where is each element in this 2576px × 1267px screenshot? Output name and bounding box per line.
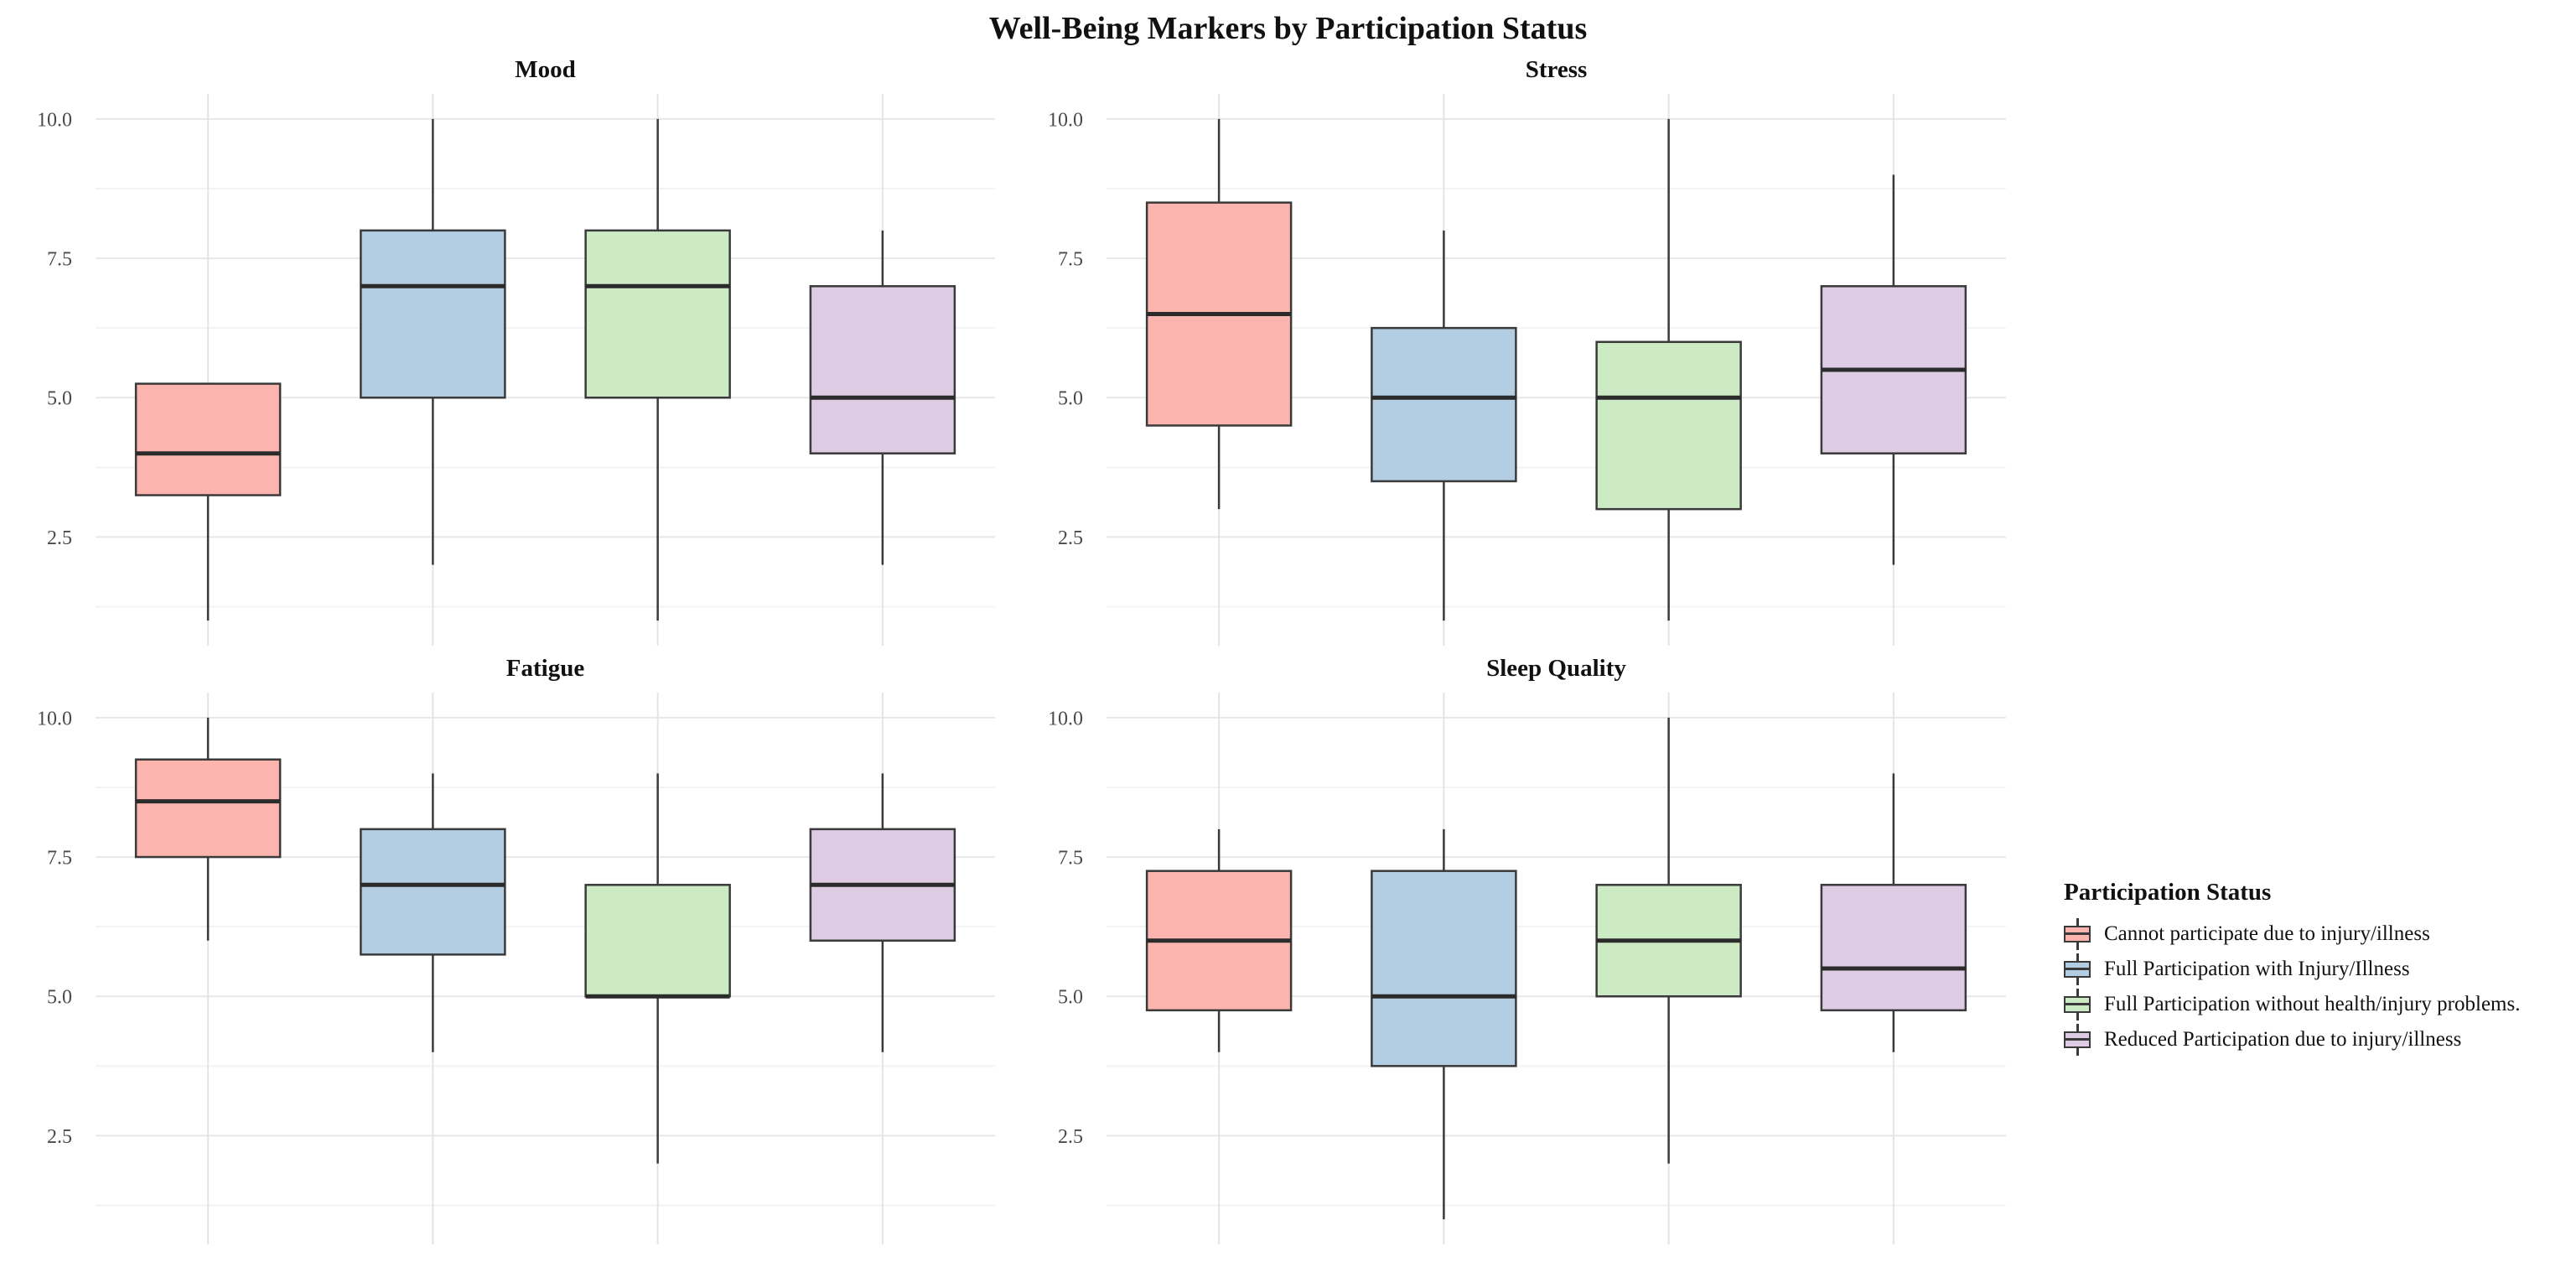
boxplot-box	[1145, 118, 1293, 510]
y-tick-label: 2.5	[47, 1126, 72, 1148]
legend-entry: Reduced Participation due to injury/illn…	[2064, 1022, 2572, 1057]
y-tick-label: 5.0	[1058, 987, 1083, 1009]
legend-label: Reduced Participation due to injury/illn…	[2104, 1028, 2462, 1051]
iqr-box	[584, 884, 731, 998]
boxplot-box	[1820, 174, 1967, 565]
y-tick-label: 5.0	[1058, 388, 1083, 410]
boxplot-key-icon	[2064, 1024, 2091, 1056]
boxplot-box	[1145, 828, 1293, 1052]
legend-label: Cannot participate due to injury/illness	[2104, 922, 2430, 945]
panel-fatigue: 10.0 7.5 5.0 2.5 Fatigue	[37, 655, 995, 1244]
boxplot-box	[1371, 230, 1517, 621]
boxplot-box	[584, 118, 731, 621]
y-tick-label: 2.5	[47, 527, 72, 549]
panel-title: Sleep Quality	[1486, 655, 1626, 682]
legend-label: Full Participation without health/injury…	[2104, 993, 2521, 1015]
y-tick-label: 7.5	[47, 847, 72, 869]
boxplot-key-icon	[2064, 989, 2091, 1020]
boxplot-key-icon	[2064, 953, 2091, 985]
iqr-box	[584, 229, 731, 399]
iqr-box	[134, 758, 282, 859]
boxplot-box	[360, 773, 506, 1052]
y-tick-label: 2.5	[1058, 527, 1083, 549]
y-tick-label: 7.5	[1058, 847, 1083, 869]
iqr-box	[1371, 326, 1517, 483]
legend-entry: Cannot participate due to injury/illness	[2064, 916, 2572, 952]
boxplot-box	[584, 773, 731, 1164]
y-tick-label: 2.5	[1058, 1126, 1083, 1148]
iqr-box	[1820, 884, 1967, 1012]
boxplot-box	[1595, 717, 1742, 1164]
iqr-box	[360, 828, 506, 956]
y-tick-label: 10.0	[37, 109, 72, 131]
panel-title: Fatigue	[506, 655, 585, 682]
boxplot-box	[134, 717, 282, 941]
boxplot-box	[809, 230, 956, 565]
boxplot-box	[1371, 828, 1517, 1220]
legend: Participation Status Cannot participate …	[2064, 879, 2572, 1057]
panel-sleep-quality: 10.0 7.5 5.0 2.5 Sleep Quality	[1048, 655, 2006, 1244]
panel-title: Mood	[515, 56, 576, 83]
y-tick-label: 5.0	[47, 987, 72, 1009]
y-tick-label: 10.0	[1048, 708, 1083, 730]
boxplot-box	[809, 773, 956, 1052]
boxplot-box	[1595, 118, 1742, 621]
legend-title: Participation Status	[2064, 879, 2272, 906]
y-tick-label: 10.0	[1048, 109, 1083, 131]
iqr-box	[1371, 870, 1517, 1067]
legend-label: Full Participation with Injury/Illness	[2104, 958, 2410, 980]
iqr-box	[360, 229, 506, 399]
boxplot-key-icon	[2064, 918, 2091, 950]
legend-entry: Full Participation without health/injury…	[2064, 987, 2572, 1022]
boxplot-box	[134, 382, 282, 621]
iqr-box	[809, 285, 956, 454]
boxplot-box	[1820, 773, 1967, 1052]
panel-mood: 10.0 7.5 5.0 2.5 Mood	[37, 56, 995, 646]
panel-title: Stress	[1526, 56, 1588, 83]
y-tick-label: 7.5	[1058, 248, 1083, 270]
iqr-box	[134, 382, 282, 496]
figure-title: Well-Being Markers by Participation Stat…	[988, 11, 1588, 46]
y-tick-label: 10.0	[37, 708, 72, 730]
panel-stress: 10.0 7.5 5.0 2.5 Stress	[1048, 56, 2006, 646]
y-tick-label: 7.5	[47, 248, 72, 270]
iqr-box	[1595, 340, 1742, 511]
legend-entry: Full Participation with Injury/Illness	[2064, 952, 2572, 987]
y-tick-label: 5.0	[47, 388, 72, 410]
boxplot-box	[360, 118, 506, 565]
